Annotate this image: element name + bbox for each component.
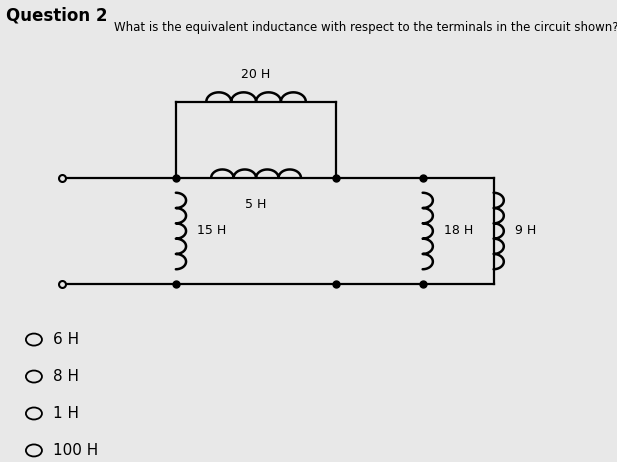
Text: 15 H: 15 H	[197, 225, 226, 237]
Text: 8 H: 8 H	[53, 369, 79, 384]
Text: 5 H: 5 H	[246, 198, 267, 211]
Text: 1 H: 1 H	[53, 406, 79, 421]
Text: 18 H: 18 H	[444, 225, 473, 237]
Text: 20 H: 20 H	[241, 68, 271, 81]
Text: Question 2: Question 2	[6, 7, 108, 25]
Text: 100 H: 100 H	[53, 443, 98, 458]
Text: What is the equivalent inductance with respect to the terminals in the circuit s: What is the equivalent inductance with r…	[114, 21, 617, 34]
Text: 6 H: 6 H	[53, 332, 79, 347]
Text: 9 H: 9 H	[515, 225, 536, 237]
